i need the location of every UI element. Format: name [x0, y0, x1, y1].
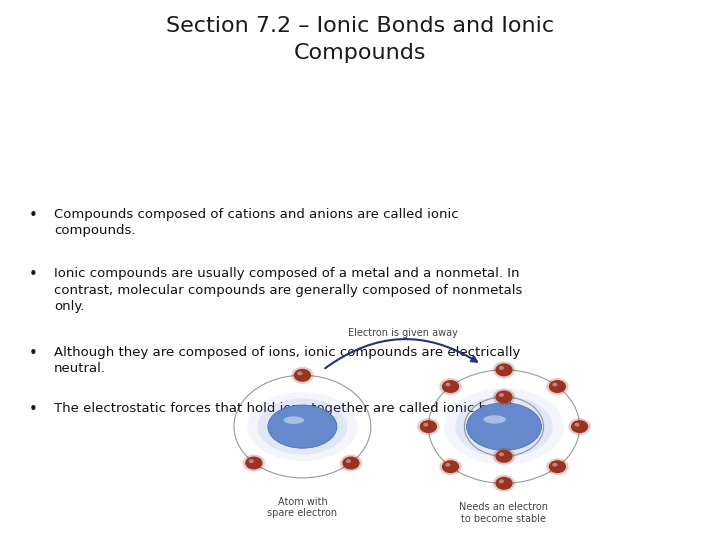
Text: Although they are composed of ions, ionic compounds are electrically
neutral.: Although they are composed of ions, ioni…	[54, 346, 521, 375]
Circle shape	[420, 420, 437, 433]
Circle shape	[297, 372, 302, 375]
Circle shape	[495, 363, 513, 376]
Circle shape	[346, 459, 351, 463]
Circle shape	[568, 418, 591, 435]
Text: •: •	[29, 208, 37, 223]
Ellipse shape	[258, 399, 347, 455]
Circle shape	[246, 456, 263, 469]
Circle shape	[342, 456, 359, 469]
Circle shape	[495, 477, 513, 490]
Circle shape	[442, 380, 459, 393]
Circle shape	[446, 463, 451, 467]
Ellipse shape	[467, 403, 541, 450]
Text: Ionic compounds are usually composed of a metal and a nonmetal. In
contrast, mol: Ionic compounds are usually composed of …	[54, 267, 523, 313]
Circle shape	[417, 418, 440, 435]
Text: •: •	[29, 346, 37, 361]
Circle shape	[571, 420, 588, 433]
Circle shape	[546, 378, 569, 395]
Text: •: •	[29, 402, 37, 417]
Text: Compounds composed of cations and anions are called ionic
compounds.: Compounds composed of cations and anions…	[54, 208, 459, 238]
Circle shape	[552, 463, 557, 467]
Circle shape	[546, 458, 569, 475]
Circle shape	[248, 459, 254, 463]
Circle shape	[439, 378, 462, 395]
Circle shape	[575, 423, 580, 427]
Circle shape	[492, 475, 516, 492]
Circle shape	[492, 361, 516, 379]
Text: Electron is given away: Electron is given away	[348, 327, 458, 338]
Ellipse shape	[284, 416, 304, 424]
Circle shape	[492, 448, 516, 465]
Circle shape	[499, 480, 504, 483]
Circle shape	[492, 388, 516, 406]
Circle shape	[442, 460, 459, 473]
Ellipse shape	[483, 415, 506, 423]
Circle shape	[499, 453, 504, 456]
Circle shape	[439, 458, 462, 475]
Ellipse shape	[467, 403, 541, 450]
Circle shape	[499, 393, 504, 397]
Circle shape	[340, 455, 362, 471]
Circle shape	[549, 380, 566, 393]
Circle shape	[291, 367, 314, 384]
Text: Needs an electron
to become stable: Needs an electron to become stable	[459, 502, 549, 524]
Circle shape	[446, 383, 451, 387]
Ellipse shape	[455, 396, 553, 457]
Circle shape	[495, 390, 513, 403]
Circle shape	[552, 383, 557, 387]
Ellipse shape	[444, 389, 564, 464]
Text: •: •	[29, 267, 37, 282]
Circle shape	[243, 455, 265, 471]
Text: The electrostatic forces that hold ions together are called ionic bonds.: The electrostatic forces that hold ions …	[54, 402, 523, 415]
Ellipse shape	[268, 405, 337, 448]
Text: Atom with
spare electron: Atom with spare electron	[267, 497, 338, 518]
Ellipse shape	[247, 392, 358, 461]
Text: Section 7.2 – Ionic Bonds and Ionic
Compounds: Section 7.2 – Ionic Bonds and Ionic Comp…	[166, 16, 554, 63]
Ellipse shape	[268, 405, 337, 448]
Circle shape	[294, 369, 311, 382]
Circle shape	[495, 450, 513, 463]
Circle shape	[423, 423, 428, 427]
Circle shape	[499, 366, 504, 370]
Circle shape	[549, 460, 566, 473]
